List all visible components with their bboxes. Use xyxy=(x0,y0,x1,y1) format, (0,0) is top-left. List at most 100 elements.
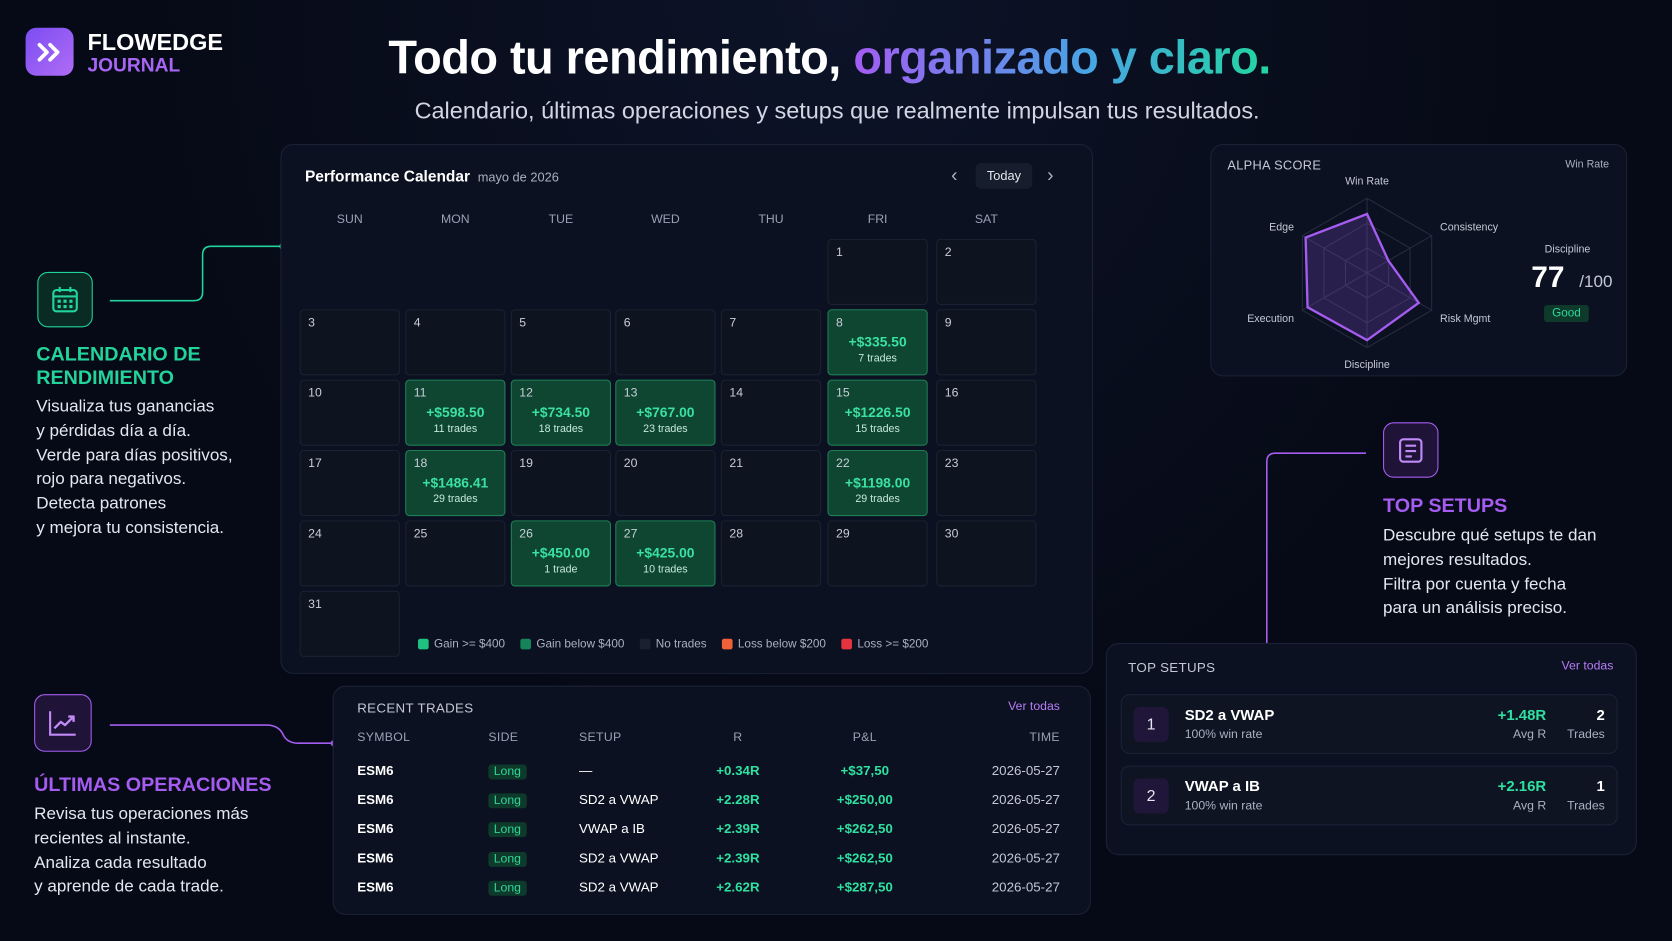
day-cell[interactable]: 30 xyxy=(936,520,1037,587)
day-cell[interactable]: 5 xyxy=(510,309,612,376)
day-cell[interactable]: 23 xyxy=(936,449,1037,517)
day-number: 30 xyxy=(944,527,959,541)
day-cell[interactable]: 1 xyxy=(827,238,928,305)
day-pnl: +$1198.00 xyxy=(844,474,911,491)
day-cell[interactable]: 18 +$1486.41 29 trades xyxy=(405,449,506,517)
setup-name: SD2 a VWAP xyxy=(1184,705,1275,723)
link[interactable]: Ver todas xyxy=(1008,700,1060,714)
score-label: Discipline xyxy=(1544,244,1591,256)
trade-cell: ESM6 xyxy=(357,850,394,866)
day-number: 3 xyxy=(308,316,316,330)
day-cell[interactable]: 22 +$1198.00 29 trades xyxy=(827,449,928,517)
selector[interactable]: Win Rate xyxy=(1565,158,1610,171)
day-number: 22 xyxy=(836,457,850,471)
day-cell[interactable]: 11 +$598.50 11 trades xyxy=(405,379,506,446)
day-cell[interactable]: 17 xyxy=(299,449,400,517)
day-cell[interactable]: 27 +$425.00 10 trades xyxy=(615,520,716,587)
day-cell[interactable]: 7 xyxy=(720,309,822,376)
day-cell[interactable]: 24 xyxy=(299,520,400,587)
setup-trades: 2 xyxy=(1596,705,1605,723)
day-cell[interactable]: 10 xyxy=(299,379,400,446)
day-cell[interactable]: 16 xyxy=(936,379,1037,446)
prev-button[interactable]: ‹ xyxy=(951,164,958,186)
trade-cell: +2.39R xyxy=(716,821,760,837)
day-number: 23 xyxy=(944,457,959,471)
radar-axis-label: Execution xyxy=(1247,313,1294,325)
trade-cell: VWAP a IB xyxy=(579,821,645,837)
trade-cell: 2026-05-27 xyxy=(991,850,1060,866)
day-number: 25 xyxy=(413,527,428,541)
calendar-title: Performance Calendar xyxy=(304,168,470,186)
radar-axis-label: Risk Mgmt xyxy=(1440,313,1490,325)
trade-cell: — xyxy=(579,763,593,779)
legend-swatch xyxy=(639,638,651,650)
trade-cell: Long xyxy=(488,822,527,838)
day-cell[interactable]: 19 xyxy=(510,449,612,517)
day-cell[interactable]: 20 xyxy=(615,449,716,517)
day-cell[interactable]: 25 xyxy=(405,520,506,587)
day-number: 26 xyxy=(519,527,533,541)
weekday: SAT xyxy=(974,213,998,227)
legend-label: Gain >= $400 xyxy=(433,637,506,651)
day-number: 16 xyxy=(944,387,959,400)
day-cell[interactable]: 26 +$450.00 1 trade xyxy=(510,520,612,587)
feature-text: y mejora tu consistencia. xyxy=(36,519,225,538)
radar-spoke xyxy=(1302,272,1368,311)
trade-cell: ESM6 xyxy=(357,792,394,808)
setup-row[interactable]: 2 VWAP a IB 100% win rate +2.16R Avg R 1 Trade… xyxy=(1120,765,1618,826)
day-cell[interactable]: 31 xyxy=(299,590,400,657)
link[interactable]: Ver todas xyxy=(1561,660,1614,673)
day-cell[interactable]: 8 +$335.50 7 trades xyxy=(827,309,928,376)
legend-swatch xyxy=(520,638,532,650)
trade-cell: +$287,50 xyxy=(836,879,893,895)
feature-text: Descubre qué setups te dan xyxy=(1383,526,1597,545)
day-number: 11 xyxy=(413,387,427,400)
day-trades: 7 trades xyxy=(858,352,897,365)
legend-swatch xyxy=(721,638,733,650)
day-pnl: +$335.50 xyxy=(848,333,907,350)
top-setups-card: TOP SETUPS Ver todas 1 SD2 a VWAP 100% win r… xyxy=(1105,642,1637,856)
day-pnl: +$767.00 xyxy=(636,404,695,421)
day-cell[interactable]: 13 +$767.00 23 trades xyxy=(615,379,716,446)
day-cell[interactable]: 29 xyxy=(827,520,928,587)
calendar-icon xyxy=(37,271,93,328)
setup-row[interactable]: 1 SD2 a VWAP 100% win rate +1.48R Avg R 2 Trad… xyxy=(1120,694,1618,754)
legend-swatch xyxy=(841,638,852,650)
day-number: 2 xyxy=(944,246,952,260)
day-trades: 18 trades xyxy=(538,423,584,436)
trade-cell: +2.28R xyxy=(716,792,760,808)
day-cell[interactable]: 3 xyxy=(299,309,400,376)
weekday: SUN xyxy=(336,213,363,227)
radar-axis-label: Consistency xyxy=(1440,221,1499,233)
column-header: P&L xyxy=(852,731,877,745)
next-button[interactable]: › xyxy=(1047,164,1054,186)
day-trades: 15 trades xyxy=(855,423,900,436)
setup-avg-r: +1.48R xyxy=(1497,705,1547,723)
today-button[interactable]: Today xyxy=(975,163,1033,189)
day-cell[interactable]: 6 xyxy=(615,309,716,376)
day-cell[interactable]: 9 xyxy=(936,309,1037,376)
day-cell[interactable]: 28 xyxy=(720,520,822,587)
trade-cell: +$250,00 xyxy=(836,792,893,808)
trade-cell: +2.39R xyxy=(716,850,760,866)
setup-sub: 100% win rate xyxy=(1184,799,1263,813)
day-cell[interactable]: 4 xyxy=(405,309,506,376)
day-cell[interactable]: 21 xyxy=(720,449,822,517)
setup-sub: 100% win rate xyxy=(1184,728,1263,742)
day-trades: 1 trade xyxy=(544,564,578,576)
trade-cell: 2026-05-27 xyxy=(991,821,1060,837)
trade-cell: Long xyxy=(488,764,527,780)
trade-cell: ESM6 xyxy=(357,821,394,837)
day-cell[interactable]: 12 +$734.50 18 trades xyxy=(510,379,612,446)
day-trades: 11 trades xyxy=(433,423,478,436)
feature-text: y aprende de cada trade. xyxy=(34,878,224,897)
day-cell[interactable]: 14 xyxy=(720,379,822,446)
trade-cell: SD2 a VWAP xyxy=(579,850,659,866)
setup-trades-label: Trades xyxy=(1567,728,1605,742)
day-cell[interactable]: 15 +$1226.50 15 trades xyxy=(827,379,928,446)
setup-name: VWAP a IB xyxy=(1184,777,1260,795)
day-cell[interactable]: 2 xyxy=(936,238,1037,305)
day-number: 24 xyxy=(308,527,322,541)
radar-spoke xyxy=(1366,272,1432,311)
day-number: 8 xyxy=(836,316,843,330)
